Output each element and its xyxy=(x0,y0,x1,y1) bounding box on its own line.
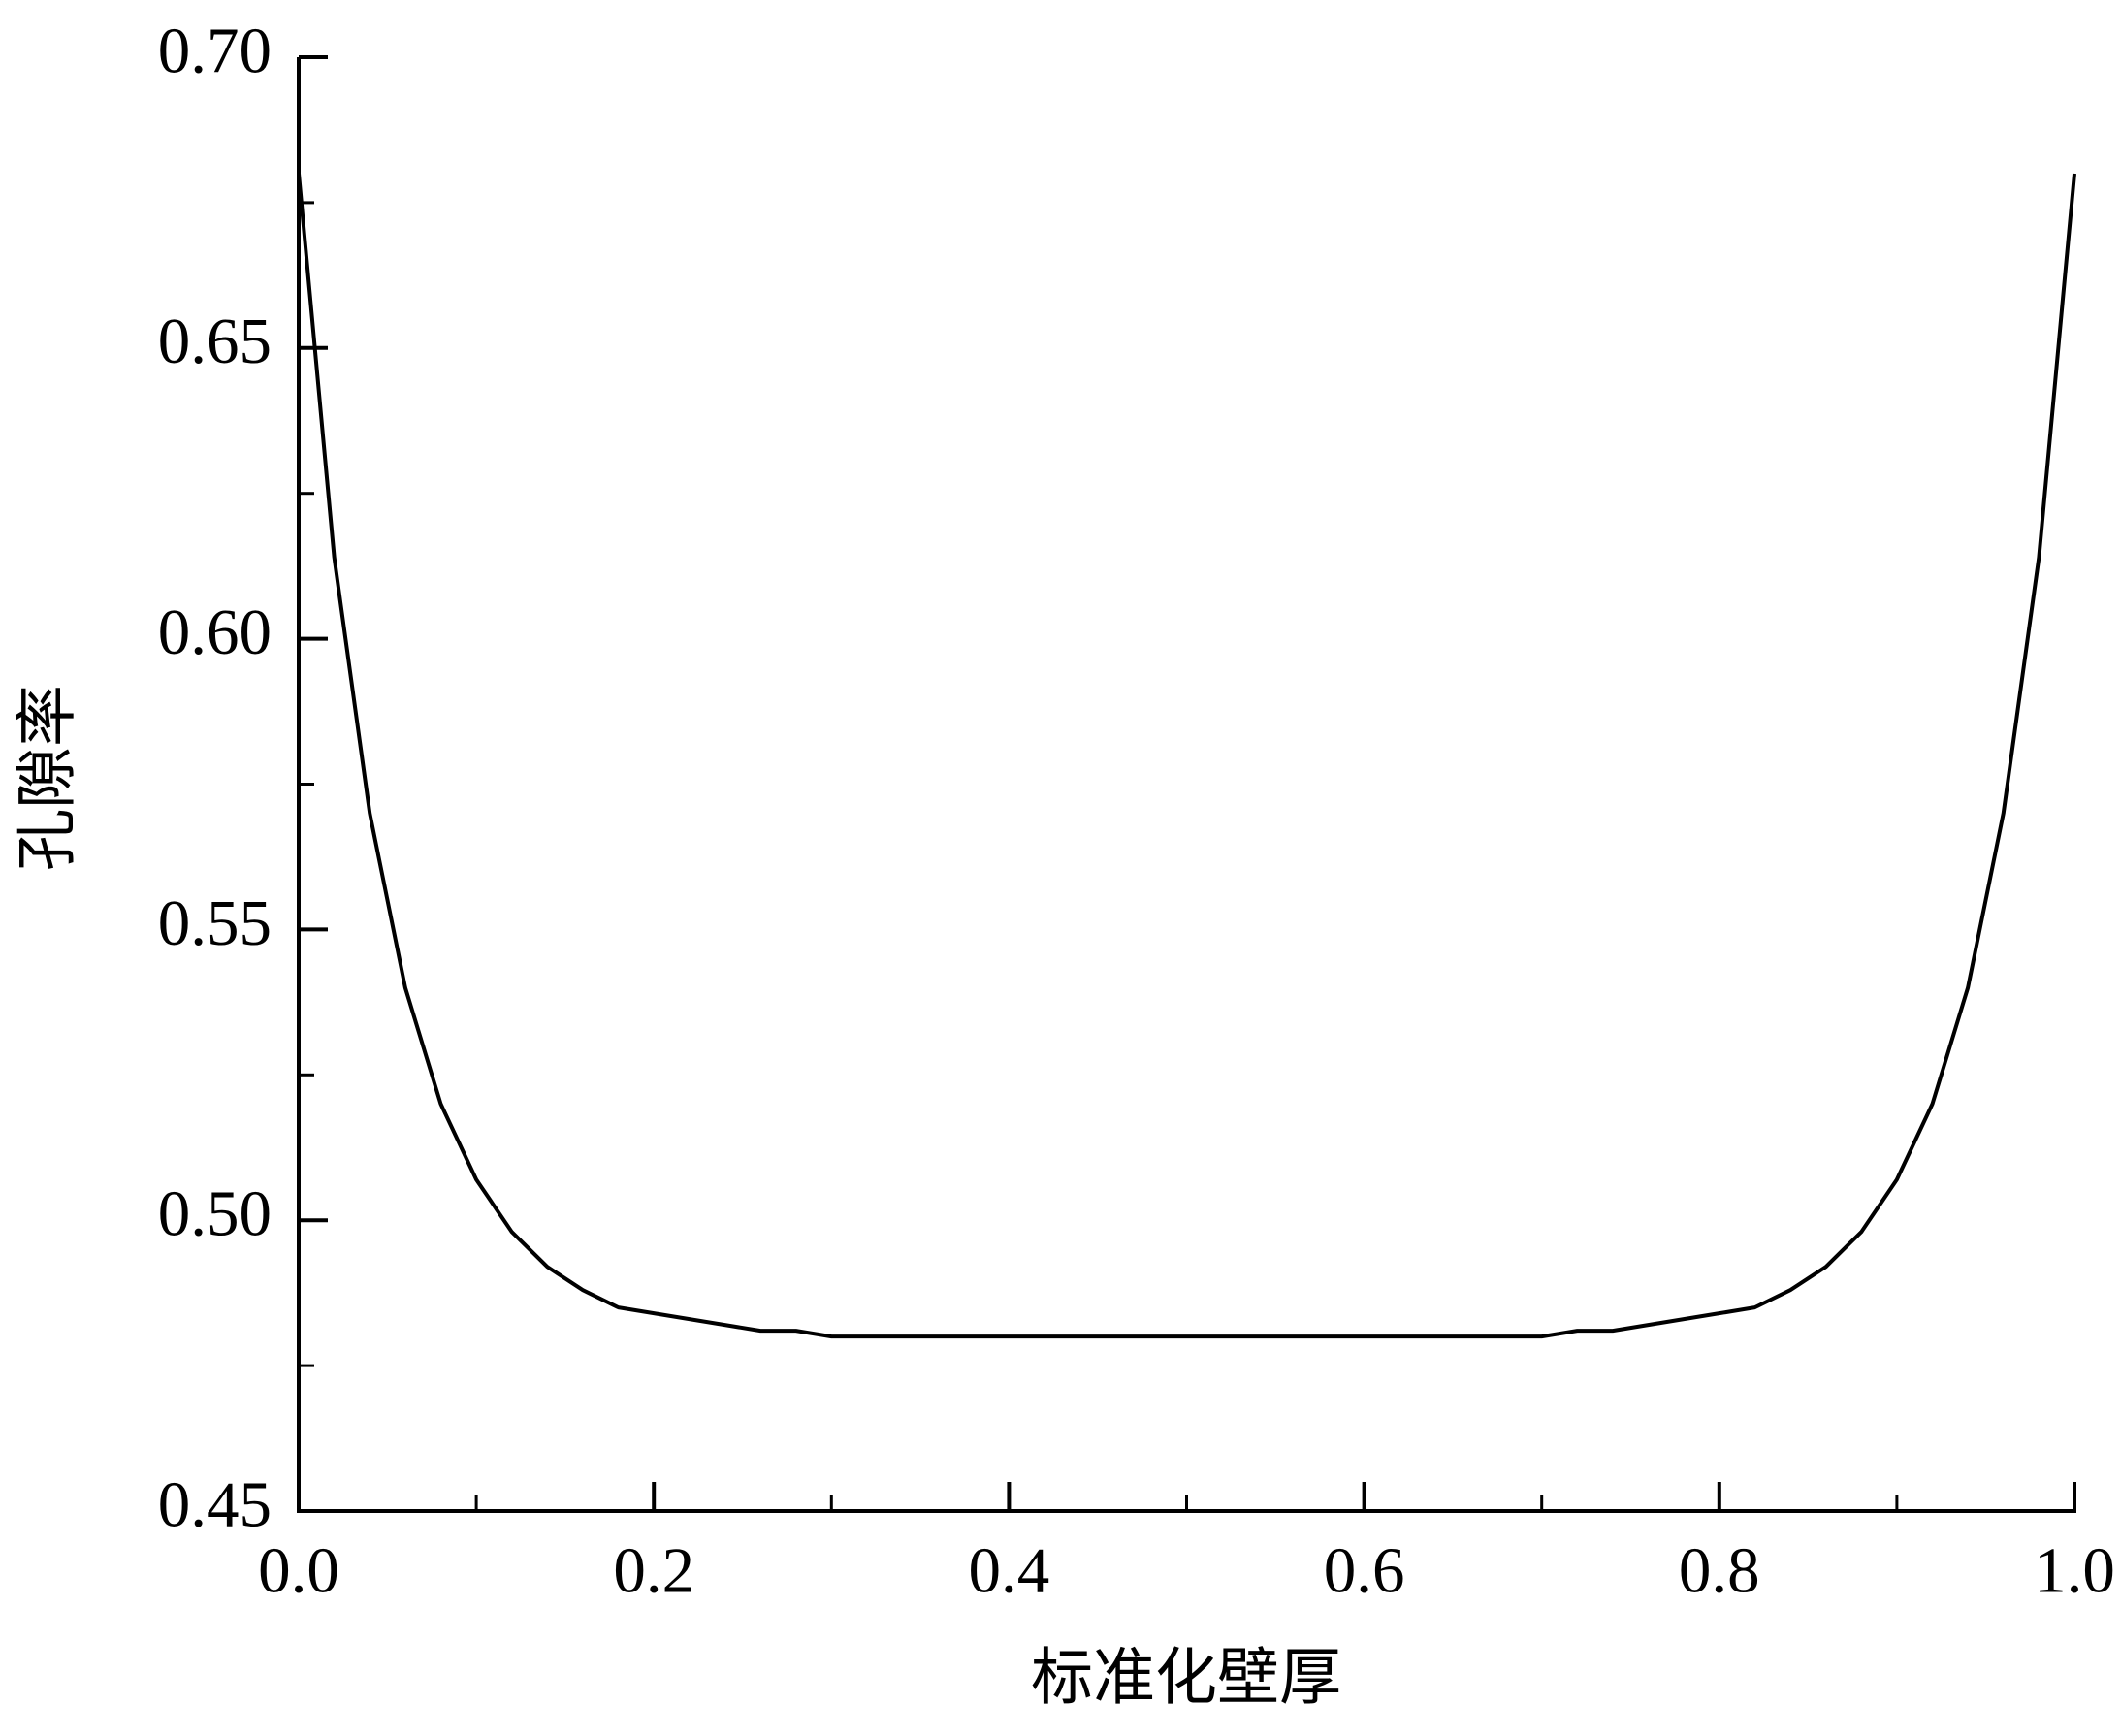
x-tick-label: 0.2 xyxy=(613,1534,694,1606)
y-tick-label: 0.70 xyxy=(158,15,272,86)
x-tick-label: 0.4 xyxy=(969,1534,1050,1606)
y-tick-label: 0.60 xyxy=(158,596,272,668)
x-tick-label: 1.0 xyxy=(2034,1534,2115,1606)
y-tick-label: 0.45 xyxy=(158,1468,272,1540)
y-axis-title: 孔隙率 xyxy=(14,685,82,871)
x-tick-label: 0.0 xyxy=(258,1534,339,1606)
x-axis-title: 标准化壁厚 xyxy=(1031,1644,1341,1713)
y-tick-label: 0.50 xyxy=(158,1178,272,1250)
data-line xyxy=(297,173,2076,1339)
x-tick-label: 0.8 xyxy=(1679,1534,1760,1606)
y-tick-label: 0.65 xyxy=(158,305,272,377)
y-tick-label: 0.55 xyxy=(158,887,272,959)
x-tick-label: 0.6 xyxy=(1324,1534,1405,1606)
